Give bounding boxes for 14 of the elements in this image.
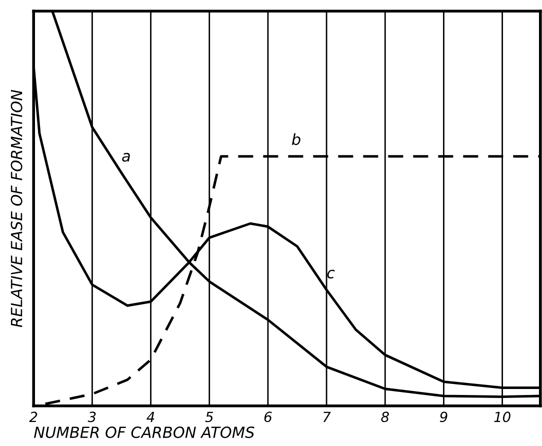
x-tick-label: 8: [381, 412, 389, 422]
x-tick-label: 2: [29, 412, 38, 422]
x-tick-label: 4: [146, 412, 154, 422]
x-tick-label: 10: [494, 412, 510, 422]
x-axis-title: NUMBER OF CARBON ATOMS: [34, 426, 254, 438]
y-axis-title: RELATIVE EASE OF FORMATION: [10, 90, 22, 328]
x-tick-label: 7: [323, 412, 331, 422]
x-tick-label: 6: [264, 412, 272, 422]
annotation: b: [292, 133, 300, 146]
annotation: a: [122, 152, 130, 162]
x-tick-label: 9: [440, 412, 448, 422]
x-tick-label: 5: [205, 412, 214, 422]
x-tick-label: 3: [88, 412, 96, 422]
annotation: c: [327, 270, 335, 279]
